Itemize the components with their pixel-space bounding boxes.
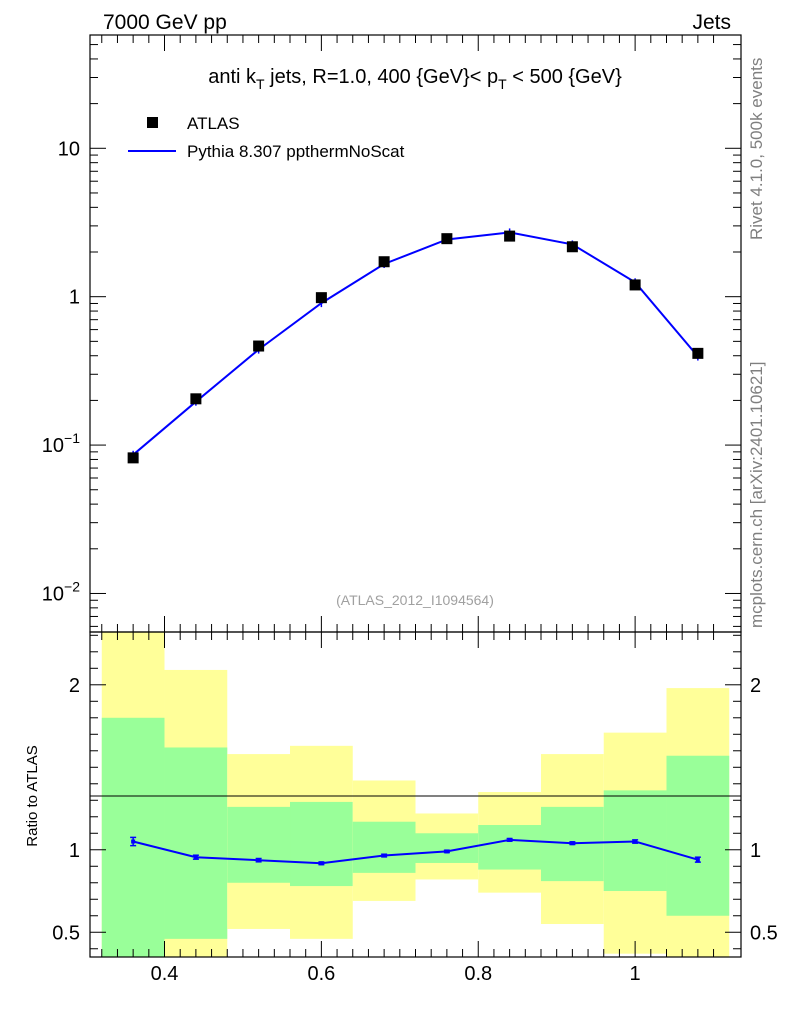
ratio-inner-band bbox=[290, 801, 353, 887]
main-y-tick-label: 10 bbox=[58, 138, 80, 160]
ratio-point bbox=[319, 861, 324, 866]
ratio-uncertainty-bands bbox=[101, 632, 730, 957]
ratio-y-tick-label-left: 2 bbox=[69, 675, 80, 697]
ratio-point bbox=[570, 841, 575, 846]
title-pre: anti k bbox=[208, 66, 257, 88]
ratio-y-tick-label-left: 0.5 bbox=[52, 922, 80, 944]
x-tick-label: 0.6 bbox=[307, 963, 335, 985]
legend: ATLAS Pythia 8.307 ppthermNoScat bbox=[128, 114, 405, 161]
ratio-y-axis-label: Ratio to ATLAS bbox=[24, 745, 41, 846]
ratio-inner-band bbox=[478, 825, 541, 870]
ratio-point bbox=[633, 839, 638, 844]
main-plot-marks bbox=[127, 228, 704, 464]
data-point bbox=[190, 393, 202, 405]
ratio-y-tick-label-right: 0.5 bbox=[750, 922, 778, 944]
data-point bbox=[566, 241, 578, 253]
legend-mc-label: Pythia 8.307 ppthermNoScat bbox=[187, 142, 405, 161]
ratio-y-tick-label-left: 1 bbox=[69, 840, 80, 862]
x-tick-label: 0.4 bbox=[151, 963, 179, 985]
ratio-point bbox=[507, 837, 512, 842]
legend-data-marker bbox=[147, 117, 158, 128]
ratio-point bbox=[131, 839, 136, 844]
ratio-y-tick-label-right: 2 bbox=[750, 675, 761, 697]
rivet-version-label: Rivet 4.1.0, 500k events bbox=[747, 58, 766, 240]
ratio-axes: 2 2 1 1 0.5 0.5 0.4 0.6 0.8 1 bbox=[52, 632, 778, 985]
mcplots-url-label: mcplots.cern.ch [arXiv:2401.10621] bbox=[747, 362, 766, 628]
ratio-point bbox=[256, 858, 261, 863]
title-sub2: T bbox=[498, 76, 507, 92]
plot-title: anti kT jets, R=1.0, 400 {GeV}< pT < 500… bbox=[208, 66, 622, 92]
title-mid: jets, R=1.0, 400 {GeV}< p bbox=[265, 66, 499, 88]
ratio-point bbox=[695, 857, 700, 862]
mc-curve bbox=[132, 231, 699, 456]
data-point bbox=[504, 230, 516, 242]
data-point bbox=[441, 233, 453, 245]
title-sub1: T bbox=[256, 76, 265, 92]
ratio-inner-band bbox=[352, 821, 416, 873]
ratio-point bbox=[193, 855, 198, 860]
ratio-inner-band bbox=[164, 747, 228, 939]
main-y-axis: 10 1 10−1 10−2 bbox=[42, 35, 741, 632]
ratio-curve bbox=[132, 838, 699, 865]
ratio-series bbox=[130, 836, 701, 866]
main-y-tick-label: 1 bbox=[69, 287, 80, 309]
x-tick-label: 0.8 bbox=[464, 963, 492, 985]
title-post: < 500 {GeV} bbox=[507, 66, 622, 88]
data-point bbox=[692, 347, 704, 359]
data-point bbox=[378, 256, 390, 268]
main-y-tick-label: 10−2 bbox=[42, 578, 80, 605]
legend-data-label: ATLAS bbox=[187, 114, 240, 133]
x-tick-label: 1 bbox=[630, 963, 641, 985]
ratio-inner-band bbox=[666, 755, 730, 916]
main-y-tick-label: 10−1 bbox=[42, 430, 80, 457]
data-point bbox=[315, 292, 327, 304]
ratio-y-tick-label-right: 1 bbox=[750, 840, 761, 862]
data-point bbox=[127, 452, 139, 464]
header-category-label: Jets bbox=[692, 11, 731, 34]
ratio-inner-band bbox=[227, 806, 291, 883]
ratio-point bbox=[444, 849, 449, 854]
analysis-id-label: (ATLAS_2012_I1094564) bbox=[336, 592, 494, 608]
ratio-point bbox=[382, 853, 387, 858]
data-point bbox=[629, 279, 641, 291]
data-point bbox=[253, 340, 265, 352]
header-collision-label: 7000 GeV pp bbox=[103, 11, 227, 34]
